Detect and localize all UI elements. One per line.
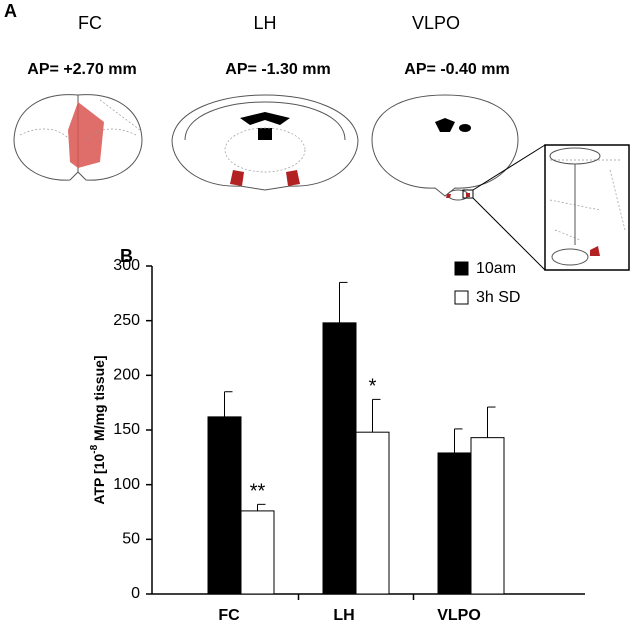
y-tick-label: 300 [113, 257, 140, 274]
bar [470, 437, 505, 595]
y-axis-label-part: ATP [10 [91, 454, 107, 505]
y-tick-label: 250 [113, 312, 140, 329]
significance-mark: ** [250, 481, 266, 503]
legend-swatch [454, 290, 469, 305]
y-axis-label-exponent: -8 [89, 444, 100, 453]
legend-swatch [454, 261, 469, 276]
bar [355, 431, 390, 595]
bar [207, 416, 242, 595]
region-name: VLPO [412, 13, 460, 33]
panel-label: B [120, 246, 133, 266]
y-tick-label: 100 [113, 476, 140, 493]
x-tick-label: FC [218, 607, 240, 624]
legend-label: 10am [476, 260, 516, 277]
y-tick-label: 0 [131, 585, 140, 602]
ap-coordinate: AP= -0.40 mm [404, 61, 509, 78]
y-tick-label: 50 [122, 531, 140, 548]
bar [322, 322, 357, 595]
bar [240, 510, 275, 595]
legend-label: 3h SD [476, 289, 520, 306]
ap-coordinate: AP= +2.70 mm [27, 61, 136, 78]
y-tick-label: 200 [113, 367, 140, 384]
y-axis-label: ATP [10-8 M/mg tissue] [89, 355, 107, 504]
brain-section-fc [13, 94, 143, 181]
region-name: FC [78, 13, 102, 33]
y-axis-label-part: M/mg tissue] [91, 355, 107, 444]
region-name: LH [253, 13, 276, 33]
significance-mark: * [369, 376, 377, 398]
ap-coordinate: AP= -1.30 mm [225, 61, 330, 78]
x-tick-label: LH [333, 607, 354, 624]
x-tick-label: VLPO [437, 607, 481, 624]
inset [544, 144, 630, 271]
brain-section-lh [171, 94, 359, 191]
panel-label: A [4, 1, 17, 21]
y-tick-label: 150 [113, 421, 140, 438]
brain-section-vlpo [371, 94, 546, 271]
bar [437, 452, 472, 595]
